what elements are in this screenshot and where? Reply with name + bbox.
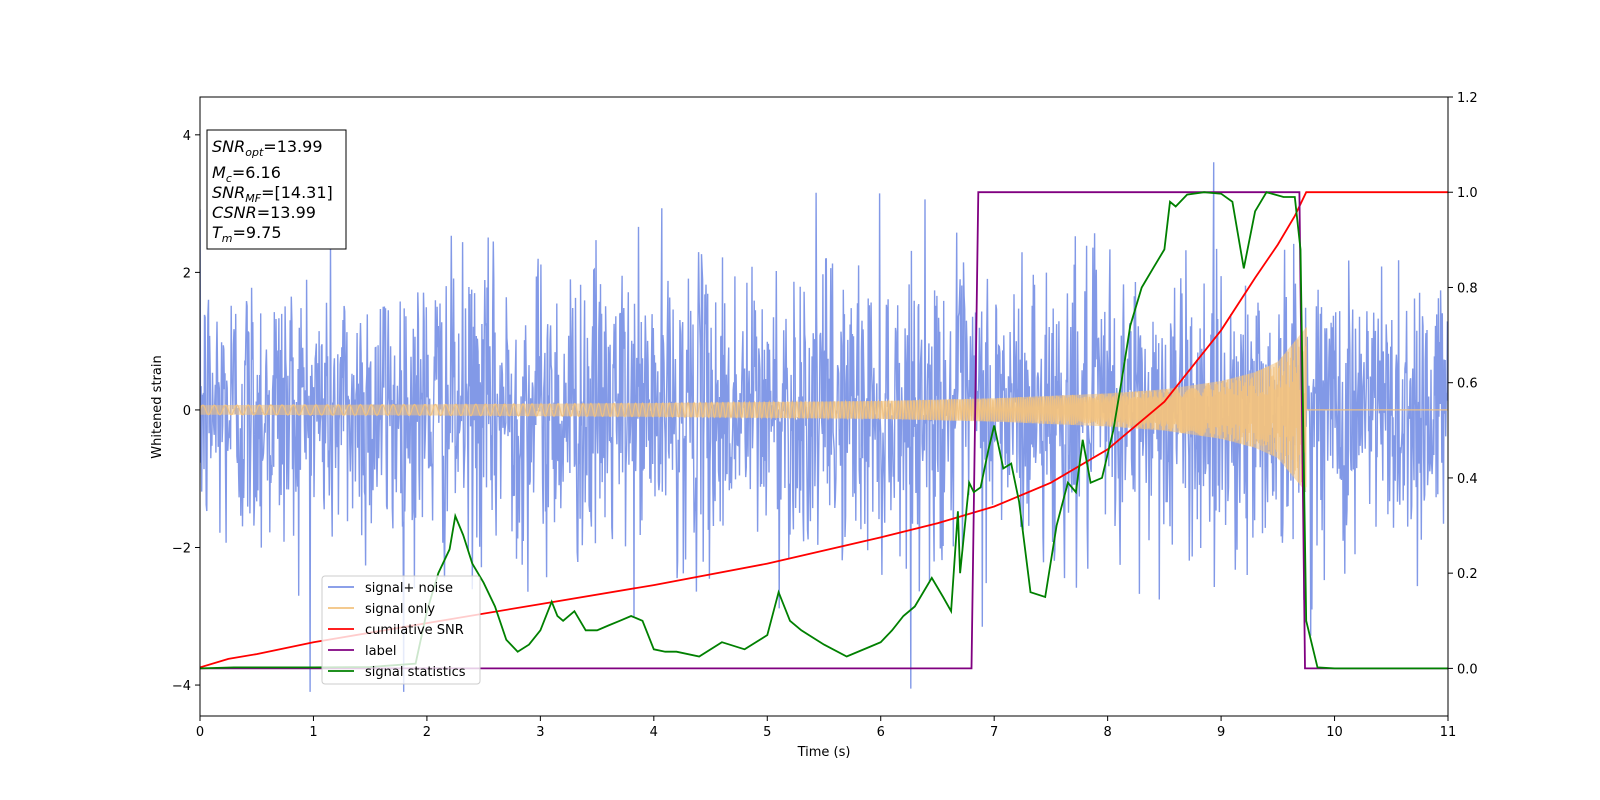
series-line-signal-noise: [200, 162, 1448, 692]
info-line: Tm=9.75: [212, 223, 282, 245]
legend-label: cumilative SNR: [365, 623, 464, 638]
info-box: SNRopt=13.99 Mc=6.16SNRMF=[14.31]CSNR=13.…: [206, 129, 347, 250]
info-line: Mc=6.16: [212, 163, 281, 185]
info-line: CSNR=13.99: [212, 203, 316, 222]
legend-label: signal statistics: [365, 665, 466, 680]
x-tick-label: 8: [1103, 725, 1111, 740]
x-axis-label: Time (s): [797, 745, 851, 760]
y2-tick-label: 1.2: [1457, 91, 1478, 106]
legend-frame: [321, 575, 481, 685]
y2-tick-label: 0.4: [1457, 472, 1478, 487]
x-tick-label: 2: [423, 725, 431, 740]
y-tick-label: 0: [183, 404, 191, 419]
x-tick-label: 4: [650, 725, 658, 740]
y-tick-label: 4: [183, 129, 191, 144]
legend: signal+ noise signal only cumilative SNR la…: [321, 575, 481, 685]
x-tick-label: 10: [1326, 725, 1343, 740]
x-tick-label: 11: [1440, 725, 1457, 740]
x-tick-label: 7: [990, 725, 998, 740]
y-tick-label: −4: [172, 679, 191, 694]
info-line: SNRMF=[14.31]: [212, 183, 333, 205]
series-line-signal-statistics: [200, 191, 1448, 670]
x-tick-label: 9: [1217, 725, 1225, 740]
y2-tick-label: 0.0: [1457, 662, 1478, 677]
plot-frame: [199, 96, 1449, 717]
x-tick-label: 5: [763, 725, 771, 740]
x-tick-label: 3: [536, 725, 544, 740]
info-box-frame: [206, 129, 347, 250]
legend-label: label: [365, 644, 396, 659]
y-tick-label: 2: [183, 266, 191, 281]
y-axis-label: Whitened strain: [150, 355, 165, 458]
x-tick-label: 1: [309, 725, 317, 740]
legend-label: signal+ noise: [365, 581, 453, 596]
info-line: SNRopt=13.99: [212, 137, 323, 159]
series-line-signal-only: [200, 327, 1448, 488]
y2-tick-label: 0.8: [1457, 281, 1478, 296]
ticks-layer: 0 1 2 3 4 5 6 7 8 9 10 11 −4 −2 0 2 4 0.0 0.2 0.4 0.6 0.8 1.0 1…: [172, 91, 1478, 740]
y-tick-label: −2: [172, 541, 191, 556]
y2-tick-label: 0.6: [1457, 377, 1478, 392]
y2-tick-label: 1.0: [1457, 186, 1478, 201]
y2-tick-label: 0.2: [1457, 567, 1478, 582]
x-tick-label: 0: [196, 725, 204, 740]
legend-label: signal only: [365, 602, 435, 617]
x-tick-label: 6: [877, 725, 885, 740]
